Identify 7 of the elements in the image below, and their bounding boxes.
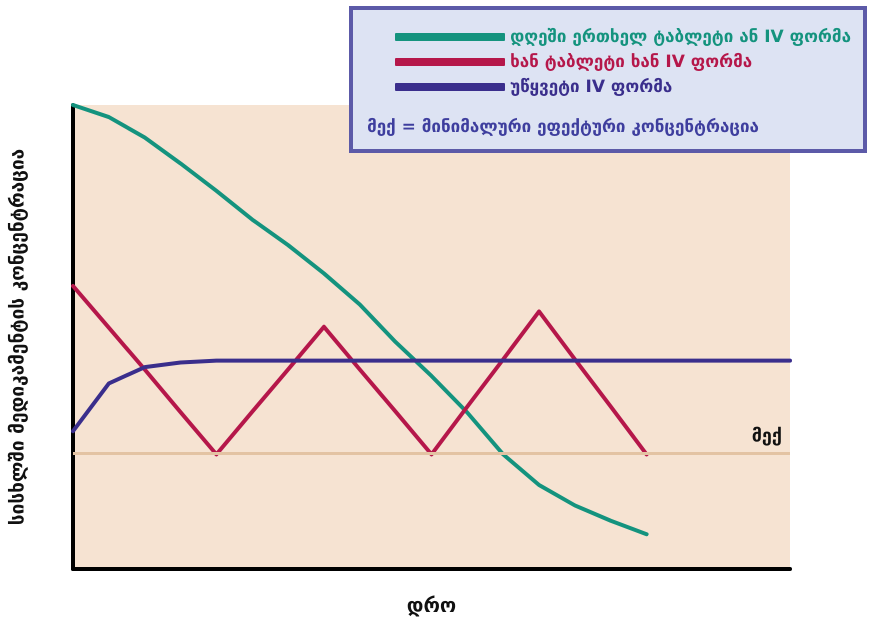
ref-line-label: მექ <box>752 426 782 446</box>
text: დღეში ერთხელ ტაბლეტი ან IV ფორმა <box>510 26 851 46</box>
x-axis-title: დრო <box>406 593 456 617</box>
text: ხან ტაბლეტი ხან IV ფორმა <box>510 52 752 72</box>
y-axis-title: სისხლში მედიკამენტის კონცენტრაცია <box>6 148 28 526</box>
text: უწყვეტი IV ფორმა <box>510 76 672 96</box>
annotation: მექ = მინიმალური ეფექტური კონცენტრაცია <box>367 117 760 137</box>
